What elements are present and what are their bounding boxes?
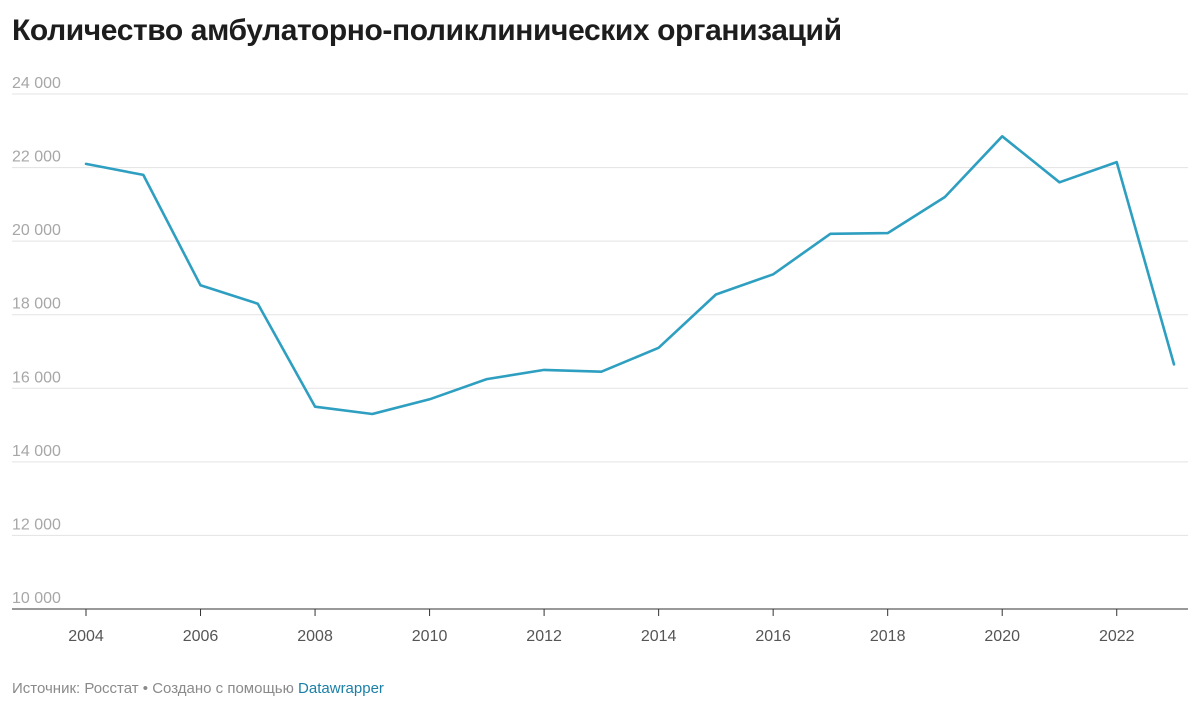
y-tick-label: 18 000 <box>12 296 61 313</box>
x-tick-label: 2022 <box>1099 628 1135 645</box>
y-tick-label: 20 000 <box>12 222 61 239</box>
y-tick-label: 22 000 <box>12 149 61 166</box>
series-layer <box>84 135 1176 416</box>
y-tick-label: 24 000 <box>12 75 61 92</box>
x-tick-label: 2004 <box>68 628 104 645</box>
x-tick-label: 2018 <box>870 628 906 645</box>
footer: Источник: Росстат • Создано с помощью Da… <box>12 680 384 697</box>
x-tick-label: 2014 <box>641 628 677 645</box>
y-axis: 10 000 12 000 14 000 16 000 18 000 20 000 22 0… <box>12 75 61 607</box>
x-axis: 2004 2006 2008 2010 2012 2014 2016 2018 2020 2022 <box>68 609 1135 645</box>
x-tick-label: 2016 <box>755 628 791 645</box>
x-tick-label: 2020 <box>984 628 1020 645</box>
chart-title: Количество амбулаторно-поликлинических о… <box>12 14 842 47</box>
y-tick-label: 12 000 <box>12 516 61 533</box>
x-tick-label: 2008 <box>297 628 333 645</box>
datawrapper-link[interactable]: Datawrapper <box>298 680 384 697</box>
x-tick-label: 2006 <box>183 628 219 645</box>
series-line <box>84 135 1176 416</box>
y-tick-label: 14 000 <box>12 443 61 460</box>
y-tick-label: 10 000 <box>12 590 61 607</box>
x-tick-label: 2012 <box>526 628 562 645</box>
source-note: Источник: Росстат • Создано с помощью <box>12 680 299 697</box>
x-tick-label: 2010 <box>412 628 448 645</box>
y-tick-label: 16 000 <box>12 369 61 386</box>
gridlines <box>12 93 1188 610</box>
